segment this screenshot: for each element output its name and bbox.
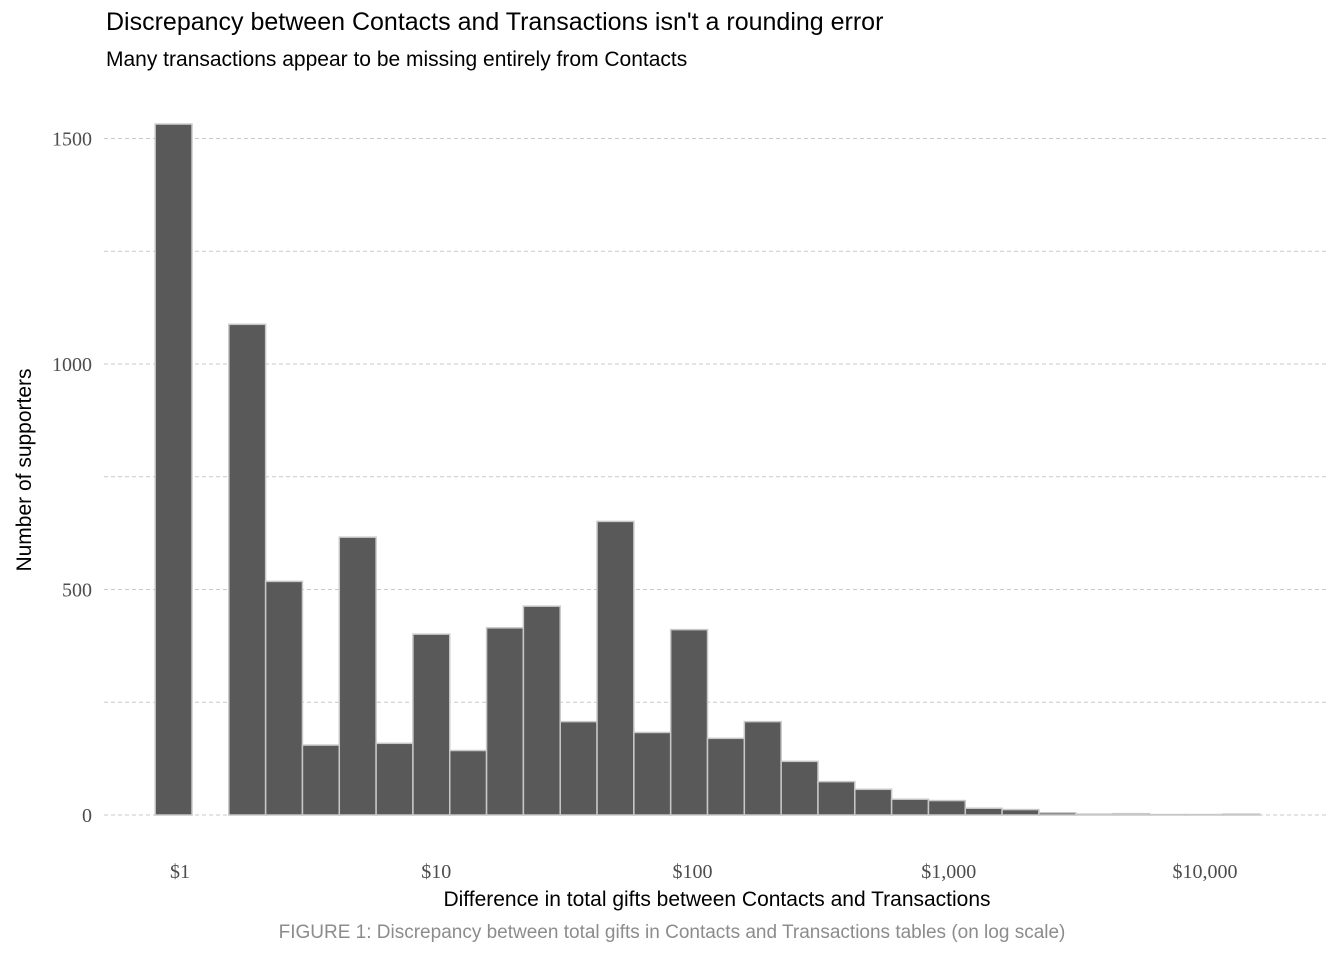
histogram-bar [890,798,930,816]
histogram-bar [154,123,193,816]
histogram-bar [743,720,782,816]
histogram-bar [669,628,709,816]
x-tick-label: $10,000 [1173,861,1238,883]
histogram-bar [228,323,267,816]
histogram-bar [706,737,746,816]
histogram-bar [1111,812,1151,816]
histogram-bar [301,744,341,816]
histogram-bar [1038,811,1077,816]
histogram-bar [596,520,635,816]
x-tick-label: $1 [170,861,190,883]
bars-layer [154,123,1261,816]
histogram-bar [264,580,304,816]
histogram-bar [522,605,561,816]
x-tick-label: $100 [673,861,713,883]
histogram-bar [633,731,672,816]
histogram-bar [1074,813,1114,816]
histogram-bar [1001,808,1040,816]
histogram-bar [1222,813,1261,816]
histogram-bar [927,799,967,816]
histogram-bar [559,720,598,816]
histogram-bar [485,627,525,816]
histogram-bar [964,807,1003,816]
x-tick-label: $1,000 [921,861,976,883]
y-axis-label: Number of supporters [13,368,36,571]
y-tick-label: 1500 [52,129,92,151]
chart-subtitle: Many transactions appear to be missing e… [106,48,688,71]
chart-title: Discrepancy between Contacts and Transac… [106,8,884,36]
histogram-bar [375,742,414,816]
histogram-bar [412,633,451,816]
x-tick-label: $10 [421,861,451,883]
y-tick-label: 500 [62,580,92,602]
histogram-bar [449,749,488,816]
y-tick-label: 1000 [52,354,92,376]
y-axis-ticks: 0 500 1000 1500 [52,129,92,828]
histogram-bar [817,780,856,816]
x-axis-ticks: $1 $10 $100 $1,000 $10,000 [170,861,1238,883]
figure-caption: FIGURE 1: Discrepancy between total gift… [278,922,1066,943]
y-tick-label: 0 [82,805,92,827]
histogram-bar [854,788,893,816]
x-axis-label: Difference in total gifts between Contac… [443,888,990,911]
histogram-bar [780,760,819,816]
histogram-bar [338,536,377,816]
